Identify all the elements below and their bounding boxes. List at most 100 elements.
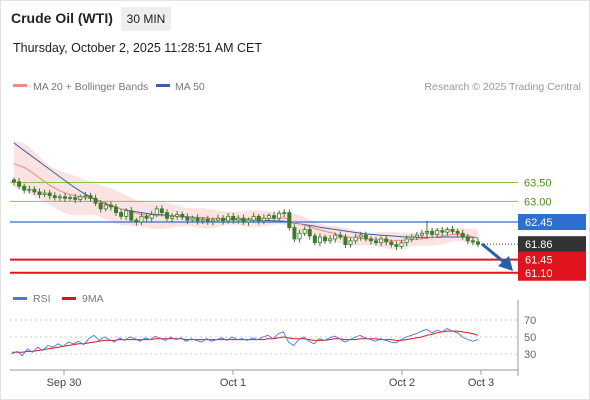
candle-body [440,230,445,233]
candle-body [134,219,139,223]
candle-body [215,217,220,221]
ma50-legend-label: MA 50 [175,81,205,93]
x-tick-label: Oct 1 [220,377,246,389]
candle-body [277,212,282,219]
candle-body [22,185,27,191]
rsi-ma-legend-label: 9MA [82,293,104,305]
candle-body [205,218,210,223]
candle-body [353,236,358,242]
candles [11,177,480,251]
candle-body [210,219,215,223]
candle-body [103,204,108,210]
candle-body [78,196,83,200]
candle-body [83,195,88,198]
candle-body [328,238,333,242]
candle-body [266,215,271,219]
candle-body [159,208,164,213]
candle-body [221,217,226,222]
rsi-legend-swatch [13,297,27,300]
candle-body [312,235,317,244]
candle-body [42,192,47,195]
target-label-bg [518,251,586,268]
rsi-legend-label: RSI [33,293,51,305]
candle-body [292,227,297,240]
candle-body [27,188,32,191]
candle-body [363,234,368,240]
candle-body [379,238,384,244]
x-tick-label: Oct 3 [468,377,494,389]
candle-body [323,236,328,242]
candle-body [226,215,231,222]
price-levels [10,182,518,274]
candle-body [119,212,124,217]
timeframe-button[interactable]: 30 MIN [121,7,171,31]
candle-body [348,240,353,245]
header-bar: Crude Oil (WTI) 30 MIN [0,0,590,36]
candle-body [57,196,62,199]
candle-body [470,240,475,243]
candle-body [241,217,246,223]
candle-body [231,215,236,221]
candle-body [450,229,455,232]
candle-body [282,212,287,215]
candle-body [368,238,373,242]
x-axis: Sep 30 Oct 1 Oct 2 Oct 3 [10,300,519,389]
x-tick-label: Oct 2 [389,377,415,389]
candle-body [475,241,480,245]
candle-body [113,206,118,214]
ma20-legend-label: MA 20 + Bollinger Bands [33,81,148,93]
candle-body [246,219,251,223]
target-label: 61.10 [525,268,553,280]
candle-body [47,192,52,197]
pivot-label-bg [518,214,586,230]
candle-body [419,232,424,236]
candle-body [52,195,57,198]
candle-body [297,232,302,240]
candle-body [358,234,363,238]
candle-body [465,236,470,242]
candle-body [374,240,379,244]
candle-body [32,188,37,193]
candle-body [185,216,190,221]
rsi-ma-line [12,330,479,353]
candle-body [338,234,343,238]
candle-body [124,210,129,217]
candle-body [98,202,103,210]
candle-body [62,196,67,199]
last-price-label: 61.86 [525,239,553,251]
candle-body [144,215,149,219]
ma50-legend-swatch [156,84,170,87]
candle-body [414,234,419,238]
candle-body [460,232,465,238]
candle-body [88,195,93,199]
ma20-legend-swatch [13,84,27,87]
candle-body [343,236,348,245]
timestamp-label: Thursday, October 2, 2025 11:28:51 AM CE… [13,41,262,55]
forecast-arrow-icon [481,242,513,271]
rsi-panel: 70 50 30 [10,315,536,361]
candle-body [389,241,394,245]
bollinger-bands [14,140,478,250]
candle-body [195,217,200,222]
candle-body [175,214,180,217]
candle-body [139,215,144,223]
candle-body [435,230,440,235]
candle-body [399,242,404,247]
candle-body [154,208,159,215]
rsi-tick-label: 50 [524,332,536,344]
bollinger-band-area [14,140,478,250]
resistance-label: 63.00 [524,196,552,208]
candle-body [261,217,266,222]
candle-body [287,212,292,229]
candle-body [256,215,261,222]
candle-body [272,215,277,219]
candle-body [404,238,409,244]
candle-body [384,238,389,243]
candle-body [455,230,460,234]
candle-body [333,234,338,240]
target-label-bg [518,264,586,281]
rsi-tick-label: 70 [524,315,536,327]
rsi-ma-legend-swatch [62,297,76,300]
pivot-label: 62.45 [525,217,553,229]
